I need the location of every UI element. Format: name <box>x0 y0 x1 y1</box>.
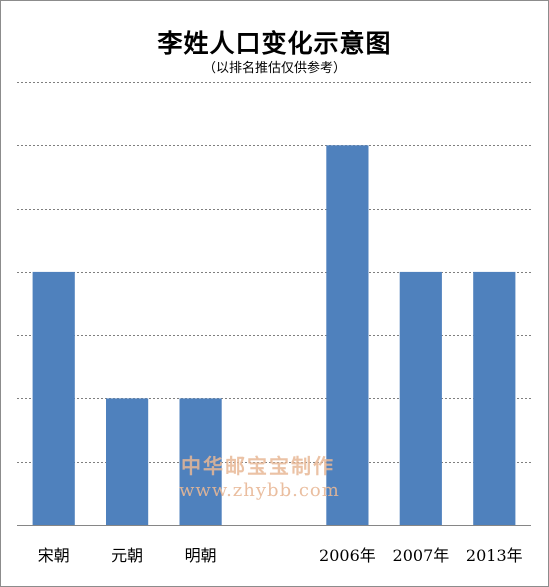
chart-subtitle: （以排名推估仅供参考） <box>202 61 346 76</box>
bar-6 <box>399 271 442 525</box>
bar-7 <box>473 271 516 525</box>
x-tick-label: 2006年 <box>319 546 376 565</box>
bar-5 <box>326 145 369 526</box>
watermark-text: 中华邮宝宝制作 <box>181 454 335 478</box>
x-tick-label: 元朝 <box>111 546 143 565</box>
bars <box>32 145 516 526</box>
x-tick-labels: 宋朝 元朝 明朝 2006年 2007年 2013年 <box>38 546 523 565</box>
bar-1 <box>32 271 75 525</box>
x-tick-label: 2007年 <box>393 546 450 565</box>
x-tick-label: 2013年 <box>466 546 523 565</box>
bar-2 <box>106 398 149 525</box>
x-tick-label: 宋朝 <box>38 546 70 565</box>
gridlines <box>17 82 531 463</box>
bar-3 <box>179 398 222 525</box>
x-tick-label: 明朝 <box>185 546 217 565</box>
chart-title: 李姓人口变化示意图 <box>157 29 392 58</box>
watermark-url: www.zhybb.com <box>179 480 340 501</box>
